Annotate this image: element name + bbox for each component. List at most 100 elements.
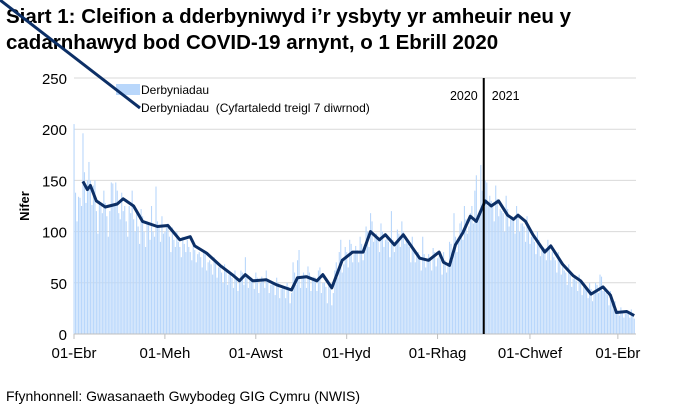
bar — [246, 274, 248, 334]
bar — [521, 223, 524, 334]
bar — [279, 298, 281, 334]
bar — [320, 293, 322, 334]
bar — [329, 288, 331, 334]
bar — [313, 276, 315, 334]
bar — [589, 282, 591, 334]
bar — [148, 223, 150, 334]
bar — [142, 216, 144, 334]
bar — [259, 282, 261, 334]
bar — [88, 161, 90, 334]
bar — [623, 317, 625, 334]
bar — [535, 254, 537, 334]
bar — [106, 216, 108, 334]
bar — [277, 282, 279, 334]
bar — [228, 274, 230, 334]
bar — [188, 246, 190, 334]
x-tick-label: 01-Chwef — [498, 345, 563, 362]
bar — [133, 219, 135, 334]
bar — [384, 239, 387, 334]
bar — [344, 246, 346, 334]
bar — [247, 287, 249, 334]
bar — [539, 256, 541, 334]
bar — [544, 247, 546, 334]
bar — [89, 180, 91, 334]
bar — [386, 236, 388, 334]
bar — [440, 260, 442, 334]
bar — [358, 262, 360, 334]
bar — [250, 277, 252, 334]
bar — [255, 272, 257, 334]
bar — [432, 247, 434, 334]
bar — [243, 284, 245, 334]
bar — [511, 216, 513, 334]
bar — [177, 241, 179, 334]
legend-bar-swatch — [116, 84, 140, 95]
bar — [222, 282, 224, 334]
bar — [221, 272, 223, 334]
bar — [542, 246, 544, 334]
bar — [583, 286, 585, 334]
bar — [478, 211, 480, 334]
bar — [423, 254, 425, 334]
bar — [80, 206, 83, 334]
bar — [428, 254, 430, 334]
bar — [435, 266, 437, 334]
bar — [338, 252, 340, 334]
bar — [629, 317, 631, 334]
bar — [171, 227, 173, 334]
bar — [164, 231, 166, 334]
bar — [517, 213, 519, 334]
bar — [98, 200, 100, 334]
bar — [608, 305, 610, 334]
bar — [364, 252, 366, 334]
bar — [507, 209, 509, 334]
bar — [393, 252, 395, 334]
bar — [165, 226, 167, 334]
bar — [85, 202, 87, 334]
bar — [527, 229, 530, 334]
bar — [280, 288, 282, 334]
bar — [417, 252, 419, 334]
bar — [431, 270, 433, 334]
bar — [577, 290, 579, 334]
bar — [317, 270, 319, 334]
bar — [83, 172, 86, 334]
bar — [235, 276, 238, 334]
bar — [307, 266, 309, 334]
bar — [319, 267, 321, 334]
y-tick-label: 200 — [42, 122, 67, 139]
bar — [444, 260, 446, 334]
bar — [429, 257, 431, 334]
bar — [149, 239, 151, 334]
bar — [131, 190, 133, 334]
moving-average-line — [81, 180, 635, 317]
bar — [168, 236, 170, 334]
bar — [229, 274, 232, 334]
bar — [207, 262, 209, 334]
bar — [621, 311, 623, 334]
x-tick-label: 01-Meh — [139, 345, 190, 362]
bar — [192, 241, 194, 334]
bar — [450, 243, 452, 334]
bar — [140, 209, 142, 334]
bar — [322, 282, 324, 334]
bar — [380, 223, 382, 334]
bar — [212, 274, 214, 334]
y-tick-label: 0 — [59, 327, 67, 344]
bar — [292, 262, 294, 334]
bar — [143, 231, 145, 334]
bar — [572, 278, 574, 334]
bar — [489, 195, 491, 334]
bar — [560, 274, 562, 334]
bar — [532, 236, 534, 334]
bar — [480, 165, 482, 334]
bar — [289, 303, 291, 334]
bar — [365, 226, 367, 334]
bar — [519, 231, 521, 334]
bar — [438, 256, 440, 334]
bar — [161, 216, 163, 334]
bar — [104, 202, 106, 334]
bar — [401, 221, 403, 334]
bar — [167, 223, 169, 334]
bar — [425, 267, 427, 334]
